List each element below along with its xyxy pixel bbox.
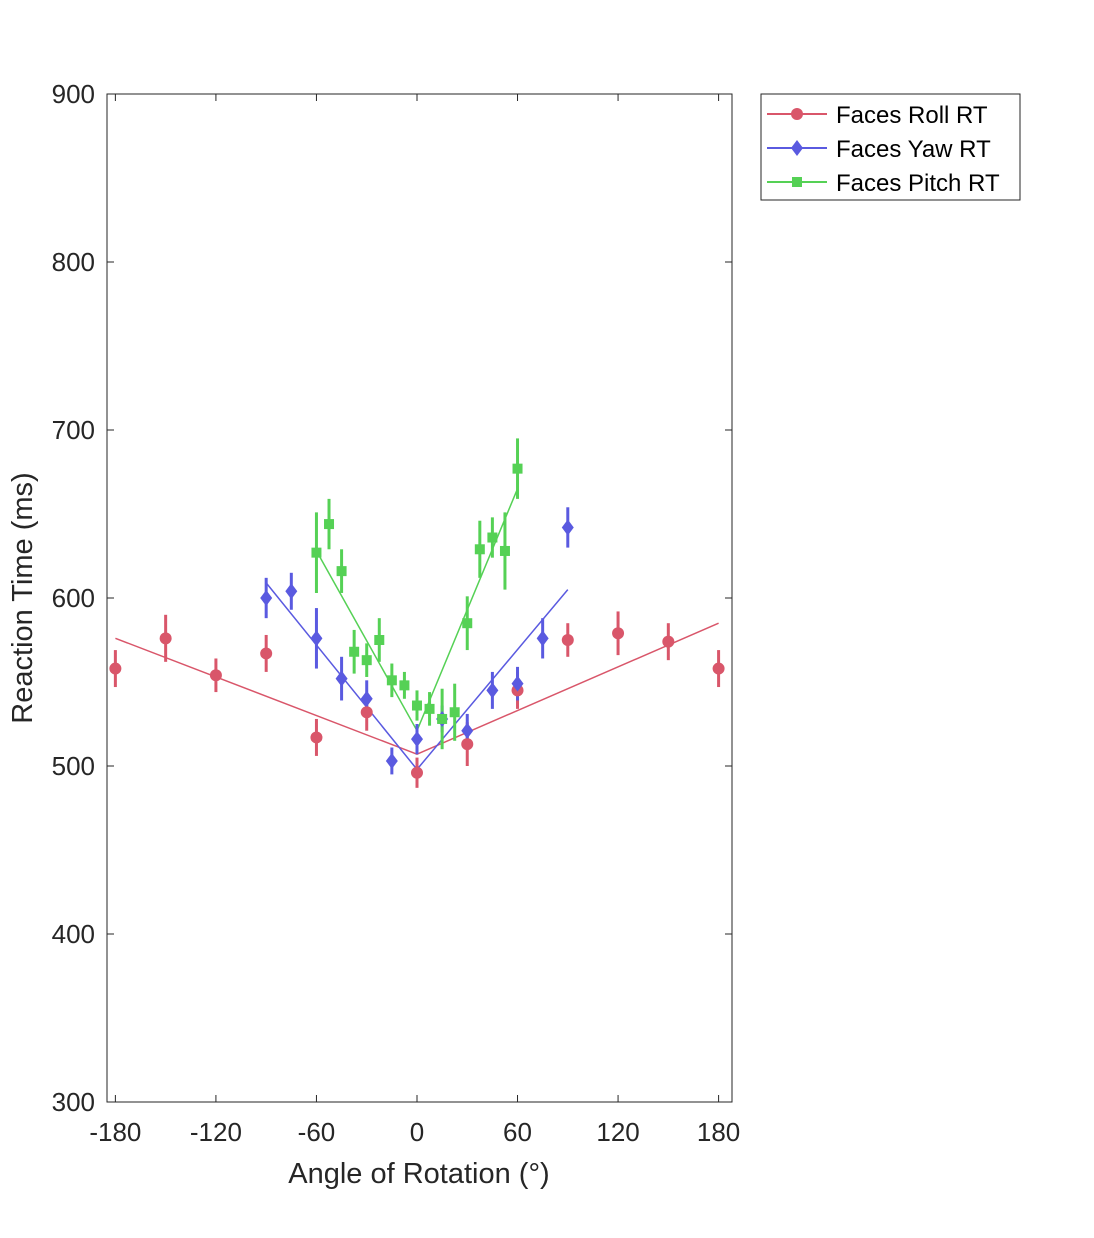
data-point <box>360 690 373 707</box>
data-point <box>449 707 460 718</box>
legend-marker <box>791 140 803 156</box>
data-point <box>411 700 422 711</box>
data-point <box>461 738 474 751</box>
data-point <box>260 590 273 606</box>
x-tick-label: -180 <box>89 1117 141 1147</box>
legend-marker <box>791 108 803 120</box>
data-point <box>424 703 435 714</box>
data-point <box>474 544 485 555</box>
data-point <box>410 731 423 748</box>
data-point <box>561 519 574 536</box>
data-point <box>462 618 473 629</box>
data-point <box>437 713 448 724</box>
data-point <box>410 766 423 779</box>
plot-area <box>106 93 733 1103</box>
x-tick-label: 0 <box>410 1117 424 1147</box>
x-tick-label: -120 <box>190 1117 242 1147</box>
x-tick-label: 60 <box>503 1117 532 1147</box>
data-point <box>512 463 523 474</box>
data-point <box>360 706 373 719</box>
x-tick-label: -60 <box>298 1117 336 1147</box>
y-tick-label: 700 <box>52 415 95 445</box>
data-point <box>612 627 625 640</box>
y-tick-label: 600 <box>52 583 95 613</box>
y-tick-label: 500 <box>52 751 95 781</box>
data-point <box>561 634 574 646</box>
x-tick-label: 120 <box>596 1117 639 1147</box>
data-point <box>374 635 385 645</box>
data-markers <box>109 463 725 779</box>
data-point <box>336 566 347 577</box>
y-tick-label: 800 <box>52 247 95 277</box>
data-point <box>310 630 323 647</box>
data-point <box>311 547 322 558</box>
legend: Faces Roll RT Faces Yaw RT Faces Pitch RT <box>760 93 1021 201</box>
data-point <box>109 662 122 675</box>
data-point <box>209 669 222 682</box>
axis-ticks: -180 -120 -60 0 60 120 180 300 400 500 600 700 800 90… <box>52 79 741 1147</box>
data-point <box>486 682 499 699</box>
y-tick-label: 400 <box>52 919 95 949</box>
y-tick-label: 900 <box>52 79 95 109</box>
x-axis-title: Angle of Rotation (°) <box>288 1158 549 1190</box>
data-point <box>310 731 323 744</box>
y-tick-label: 300 <box>52 1087 95 1117</box>
data-point <box>285 583 298 600</box>
legend-label: Faces Roll RT <box>836 102 988 129</box>
data-point <box>499 545 510 556</box>
legend-marker <box>792 177 802 187</box>
legend-label: Faces Yaw RT <box>836 136 991 163</box>
data-point <box>386 675 397 686</box>
data-point <box>536 630 549 647</box>
data-point <box>511 675 524 692</box>
data-point <box>399 680 410 691</box>
data-point <box>361 655 372 666</box>
data-point <box>385 752 398 769</box>
data-point <box>324 519 335 530</box>
x-tick-label: 180 <box>697 1117 740 1147</box>
legend-label: Faces Pitch RT <box>836 170 1000 197</box>
data-point <box>712 662 725 675</box>
data-point <box>335 670 348 687</box>
data-point <box>349 646 360 657</box>
data-point <box>487 532 498 543</box>
data-point <box>260 647 273 660</box>
data-point <box>461 722 474 739</box>
data-point <box>662 635 675 648</box>
data-point <box>159 632 172 645</box>
y-axis-title: Reaction Time (ms) <box>7 472 39 723</box>
